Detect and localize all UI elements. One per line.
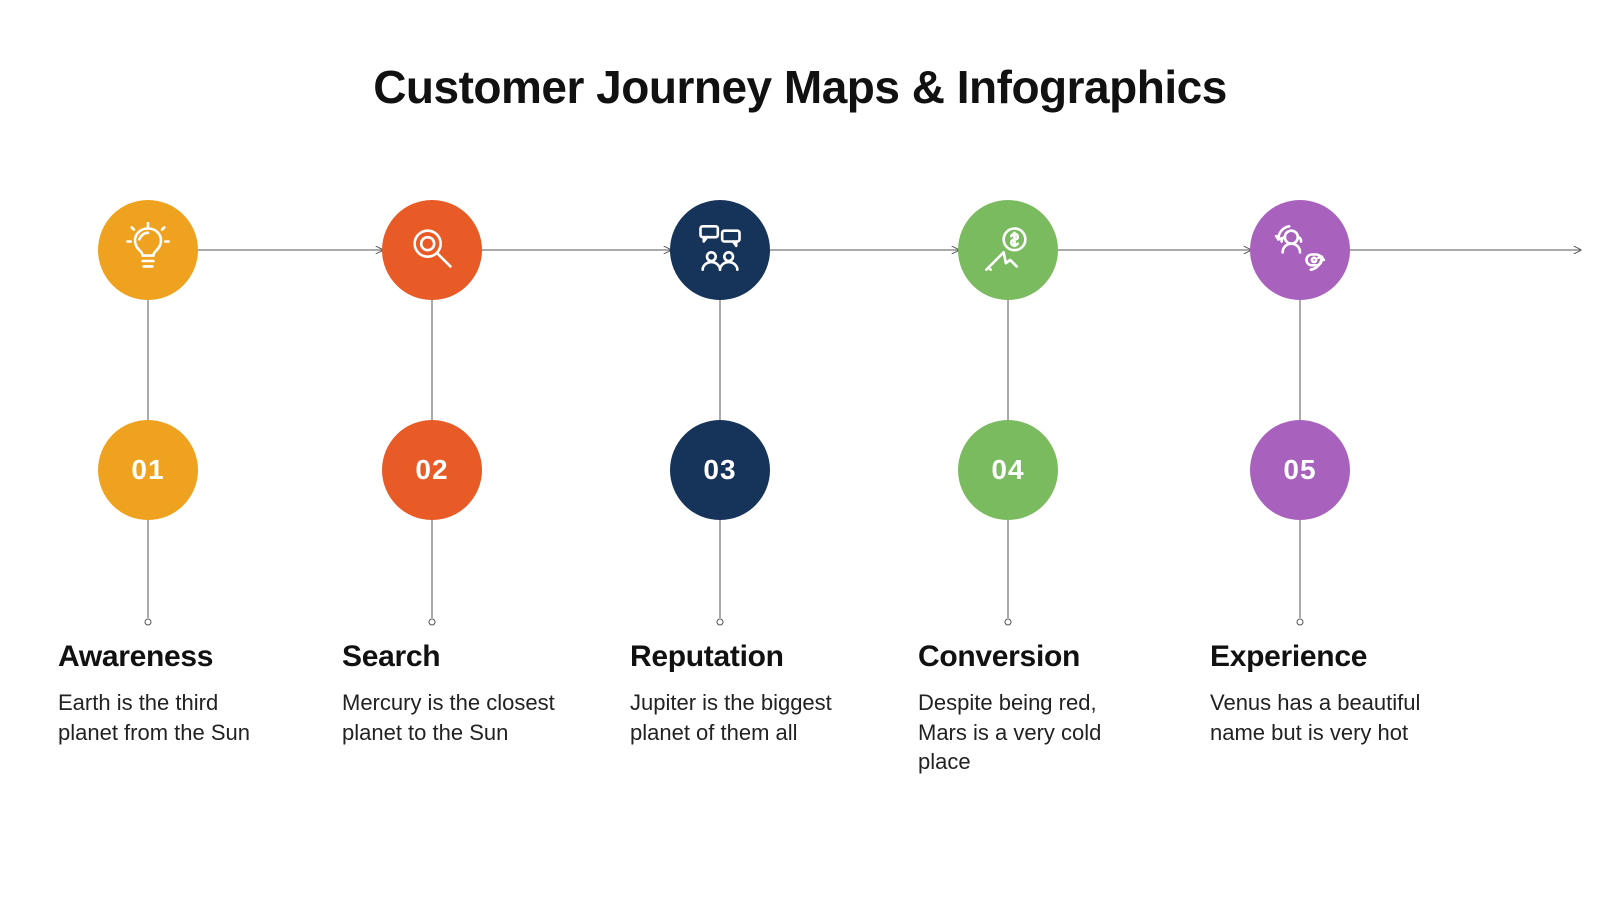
step-description: Venus has a beautiful name but is very h… xyxy=(1210,688,1430,747)
step-description: Mercury is the closest planet to the Sun xyxy=(342,688,562,747)
step-description: Despite being red, Mars is a very cold p… xyxy=(918,688,1138,777)
click-coin-icon xyxy=(982,222,1034,279)
step-number-circle: 05 xyxy=(1250,420,1350,520)
step-title: Experience xyxy=(1210,640,1450,674)
step-number: 02 xyxy=(415,454,448,486)
magnifier-icon xyxy=(406,222,458,279)
step-number: 04 xyxy=(991,454,1024,486)
journey-stage: 01 Awareness Earth is the third planet fro… xyxy=(0,0,1600,900)
step-title: Reputation xyxy=(630,640,870,674)
step-icon-circle xyxy=(1250,200,1350,300)
step-description: Earth is the third planet from the Sun xyxy=(58,688,278,747)
step-number: 01 xyxy=(131,454,164,486)
step-number-circle: 01 xyxy=(98,420,198,520)
step-description: Jupiter is the biggest planet of them al… xyxy=(630,688,850,747)
step-title: Search xyxy=(342,640,582,674)
step-icon-circle xyxy=(382,200,482,300)
step-icon-circle xyxy=(98,200,198,300)
step-title: Awareness xyxy=(58,640,298,674)
step-number-circle: 03 xyxy=(670,420,770,520)
discussion-icon xyxy=(694,222,746,279)
step-title: Conversion xyxy=(918,640,1158,674)
step-number: 05 xyxy=(1283,454,1316,486)
step-icon-circle xyxy=(958,200,1058,300)
support-cycle-icon xyxy=(1274,222,1326,279)
step-icon-circle xyxy=(670,200,770,300)
infographic-page: Customer Journey Maps & Infographics 01A… xyxy=(0,0,1600,900)
step-number: 03 xyxy=(703,454,736,486)
lightbulb-icon xyxy=(122,222,174,279)
step-number-circle: 02 xyxy=(382,420,482,520)
connector-lines xyxy=(0,0,1600,900)
step-number-circle: 04 xyxy=(958,420,1058,520)
